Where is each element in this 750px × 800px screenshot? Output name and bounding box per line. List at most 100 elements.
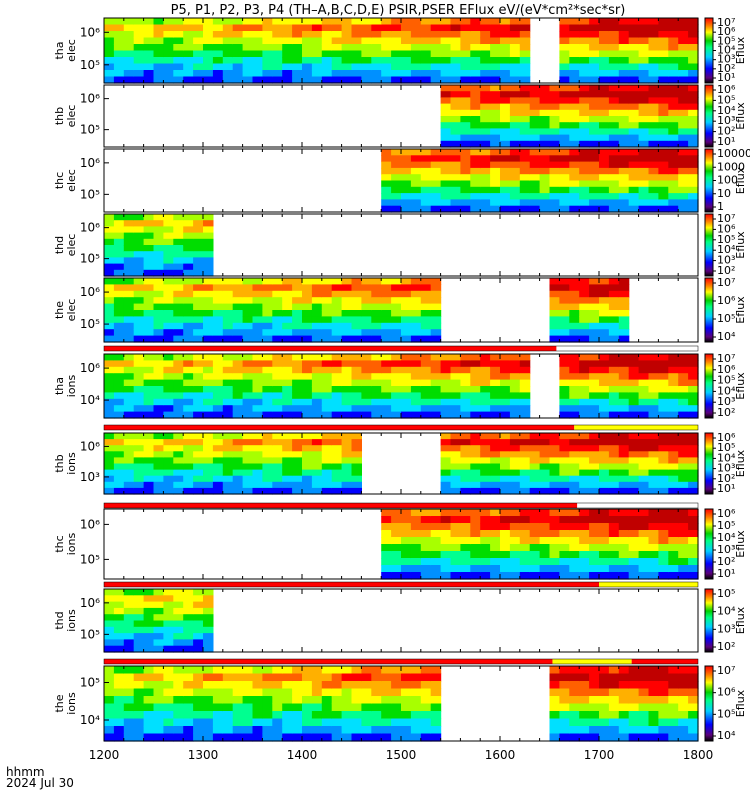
- spectrogram-cell: [193, 70, 204, 78]
- spectrogram-cell: [579, 366, 590, 374]
- spectrogram-cell: [104, 589, 115, 596]
- y-tick-label: 10⁶: [80, 285, 100, 299]
- spectrogram-cell: [470, 469, 481, 477]
- spectrogram-cell: [123, 284, 135, 292]
- spectrogram-cell: [143, 607, 155, 615]
- spectrogram-cell: [163, 411, 174, 419]
- spectrogram-cell: [143, 44, 155, 52]
- spectrogram-cell: [104, 666, 115, 675]
- spectrogram-cell: [559, 278, 570, 285]
- spectrogram-cell: [311, 392, 323, 400]
- spectrogram-cell: [410, 565, 422, 573]
- spectrogram-cell: [500, 174, 511, 182]
- spectrogram-cell: [618, 140, 630, 148]
- spectrogram-cell: [668, 558, 679, 566]
- spectrogram-cell: [143, 469, 155, 477]
- spectrogram-cell: [183, 726, 194, 735]
- spectrogram-cell: [589, 696, 600, 705]
- spectrogram-cell: [262, 726, 273, 735]
- spectrogram-cell: [302, 335, 313, 343]
- spectrogram-cell: [212, 718, 224, 727]
- spectrogram-cell: [500, 97, 511, 105]
- spectrogram-cell: [460, 149, 471, 156]
- spectrogram-cell: [569, 161, 580, 169]
- spectrogram-cell: [599, 161, 610, 169]
- spectrogram-cell: [509, 70, 521, 78]
- spectrogram-cell: [559, 551, 570, 559]
- spectrogram-cell: [539, 149, 551, 156]
- spectrogram-cell: [391, 379, 402, 387]
- spectrogram-cell: [381, 726, 392, 735]
- spectrogram-cell: [351, 469, 362, 477]
- spectrogram-cell: [440, 481, 452, 489]
- spectrogram-cell: [123, 360, 135, 368]
- spectrogram-cell: [678, 354, 689, 361]
- spectrogram-cell: [460, 551, 471, 559]
- spectrogram-cell: [460, 451, 471, 458]
- spectrogram-cell: [133, 360, 145, 368]
- spectrogram-cell: [678, 44, 689, 52]
- spectrogram-cell: [153, 76, 164, 84]
- spectrogram-cell: [430, 354, 442, 361]
- spectrogram-cell: [470, 565, 481, 573]
- spectrogram-cell: [252, 24, 263, 32]
- spectrogram-cell: [658, 463, 669, 471]
- spectrogram-cell: [113, 601, 125, 609]
- spectrogram-cell: [104, 220, 115, 227]
- spectrogram-cell: [589, 572, 600, 580]
- spectrogram-cell: [559, 433, 570, 440]
- spectrogram-cell: [193, 439, 204, 446]
- spectrogram-cell: [549, 303, 560, 311]
- spectrogram-cell: [470, 24, 481, 32]
- spectrogram-cell: [331, 379, 343, 387]
- spectrogram-cell: [371, 70, 382, 78]
- spectrogram-cell: [490, 50, 501, 58]
- spectrogram-cell: [292, 688, 303, 697]
- spectrogram-cell: [163, 44, 174, 52]
- spectrogram-cell: [203, 411, 214, 419]
- spectrogram-cell: [470, 433, 481, 440]
- spectrogram-cell: [519, 537, 531, 545]
- spectrogram-cell: [529, 445, 541, 452]
- spectrogram-cell: [173, 633, 184, 640]
- spectrogram-cell: [608, 18, 620, 26]
- spectrogram-cell: [173, 645, 184, 653]
- spectrogram-cell: [549, 530, 560, 538]
- spectrogram-cell: [678, 411, 689, 419]
- spectrogram-cell: [599, 366, 610, 374]
- spectrogram-cell: [668, 76, 679, 84]
- spectrogram-cell: [549, 116, 560, 123]
- spectrogram-cell: [658, 134, 669, 142]
- spectrogram-cell: [133, 392, 145, 400]
- spectrogram-cell: [252, 44, 263, 52]
- spectrogram-cell: [351, 673, 362, 682]
- spectrogram-cell: [460, 530, 471, 538]
- spectrogram-cell: [381, 50, 392, 58]
- spectrogram-cell: [153, 278, 164, 285]
- spectrogram-cell: [608, 103, 620, 111]
- spectrogram-cell: [519, 551, 531, 559]
- spectrogram-cell: [203, 487, 214, 495]
- spectrogram-cell: [569, 379, 580, 387]
- spectrogram-cell: [391, 24, 402, 32]
- spectrogram-cell: [519, 544, 531, 552]
- spectrogram-cell: [173, 379, 184, 387]
- spectrogram-cell: [658, 475, 669, 483]
- spectrogram-cell: [351, 445, 362, 452]
- spectrogram-cell: [648, 673, 659, 682]
- spectrogram-cell: [183, 673, 194, 682]
- spectrogram-cell: [460, 537, 471, 545]
- spectrogram-cell: [153, 269, 164, 277]
- spectrogram-cell: [104, 718, 115, 727]
- spectrogram-cell: [232, 726, 244, 735]
- spectrogram-cell: [638, 516, 650, 524]
- spectrogram-cell: [391, 310, 402, 317]
- spectrogram-cell: [638, 354, 650, 361]
- spectrogram-cell: [123, 607, 135, 615]
- spectrogram-cell: [163, 76, 174, 84]
- spectrogram-cell: [163, 322, 174, 330]
- spectrogram-cell: [311, 451, 323, 458]
- spectrogram-cell: [589, 688, 600, 697]
- colorbar-label: Eflux: [734, 606, 747, 634]
- spectrogram-cell: [648, 97, 659, 105]
